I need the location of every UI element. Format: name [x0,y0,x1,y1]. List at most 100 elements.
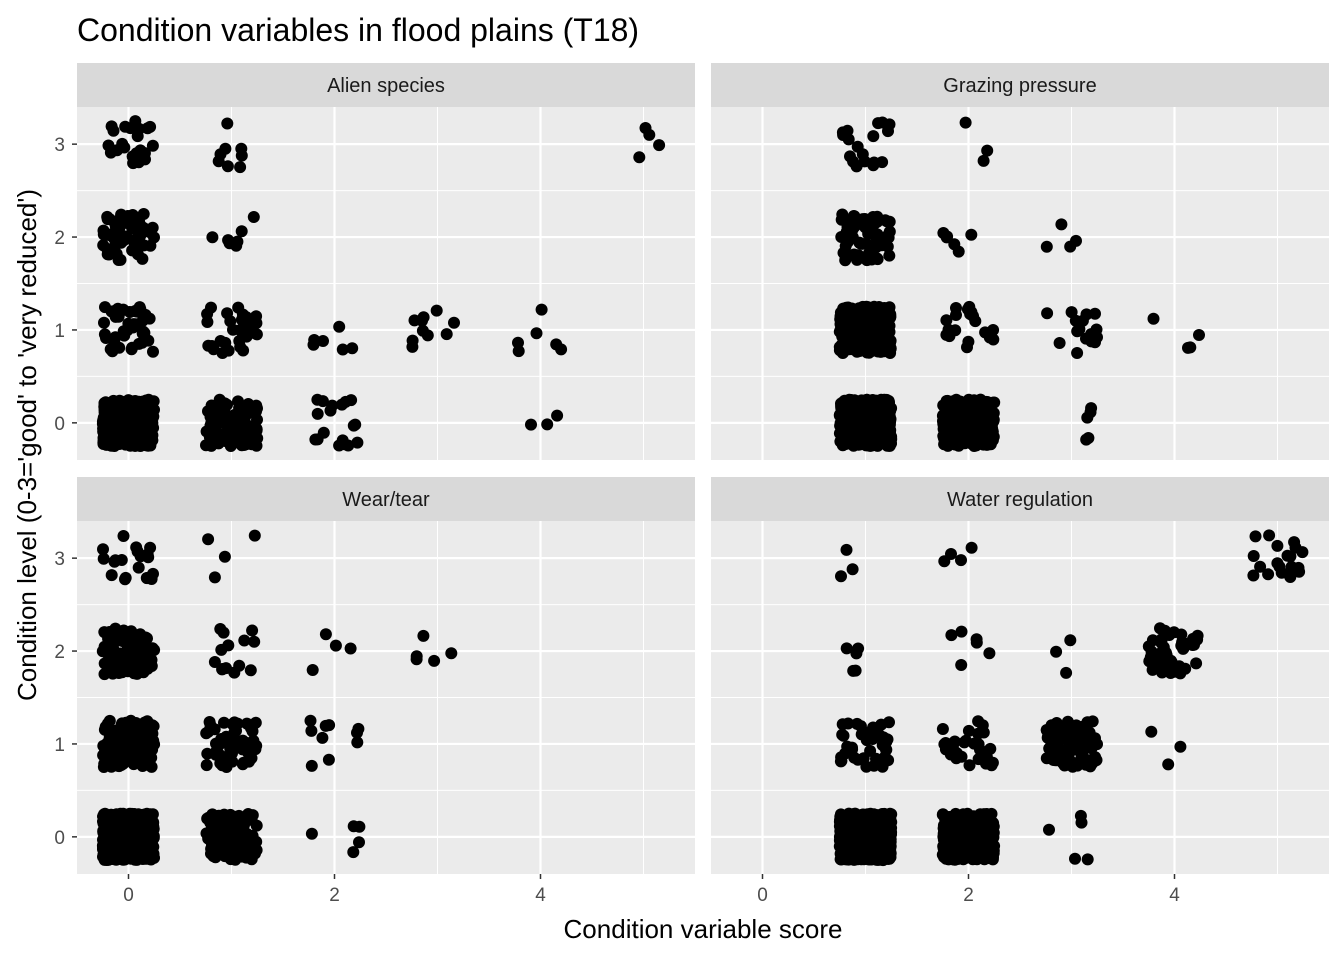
data-point [352,722,365,735]
data-point [121,824,134,837]
data-point [877,731,890,744]
data-point [1154,622,1166,635]
data-point [1060,666,1073,679]
data-point [347,820,360,833]
data-point [99,396,112,409]
data-point [988,396,1001,409]
data-point [98,809,111,821]
data-point [111,229,124,242]
data-point [128,739,141,752]
data-point [200,727,213,740]
data-point [834,840,847,853]
facet-label: Alien species [327,75,445,97]
points-layer [96,115,666,452]
data-point [218,550,231,563]
data-point [245,438,258,451]
data-point [845,409,858,422]
data-point [147,345,159,358]
facet-strip [77,63,695,107]
data-point [867,159,880,172]
x-tick-label: 4 [535,885,546,906]
data-point [219,336,232,349]
data-point [983,850,996,863]
data-point [1175,628,1188,641]
data-point [978,433,991,446]
data-point [202,533,215,546]
data-point [221,117,234,130]
data-point [837,820,850,833]
data-point [959,116,972,129]
x-tick-label: 2 [329,885,340,906]
data-point [977,154,990,167]
facet-label: Grazing pressure [943,75,1096,97]
data-point [948,735,961,748]
data-point [837,729,850,742]
data-point [239,850,252,863]
data-point [1293,565,1306,578]
data-point [1145,725,1158,738]
data-point [875,820,887,832]
data-point [351,736,364,749]
data-point [143,852,156,865]
data-point [849,664,862,677]
data-point [232,301,245,314]
data-point [1061,758,1074,771]
data-point [1177,642,1190,655]
data-point [1089,751,1102,764]
data-point [205,821,218,834]
data-point [144,120,157,133]
data-point [955,659,968,671]
data-point [945,745,958,758]
data-point [840,342,853,354]
data-point [962,724,975,737]
data-point [304,714,317,727]
data-point [1263,529,1276,542]
data-point [214,148,227,161]
data-point [972,399,985,412]
data-point [848,220,861,233]
data-point [98,316,110,329]
data-point [653,139,666,152]
data-point [97,543,109,556]
data-point [1284,571,1297,583]
data-point [854,853,867,866]
data-point [643,128,656,141]
data-point [856,148,869,161]
data-point [965,228,978,241]
data-point [428,654,441,667]
data-point [126,209,139,221]
data-point [981,144,994,157]
data-point [883,340,896,353]
data-point [102,722,115,735]
data-point [417,629,430,642]
data-point [101,213,114,226]
data-point [1262,568,1275,581]
chart-title: Condition variables in flood plains (T18… [77,12,639,48]
data-point [215,428,228,441]
data-point [550,338,563,351]
data-point [859,329,872,341]
data-point [226,718,239,731]
data-point [1163,660,1176,673]
data-point [346,342,359,355]
data-point [228,422,240,435]
data-point [982,414,995,427]
data-point [207,832,220,845]
data-point [1056,747,1069,760]
data-point [965,541,978,554]
data-point [1271,539,1284,552]
data-point [551,409,564,422]
data-point [885,822,898,834]
data-point [220,662,232,675]
data-point [1191,633,1204,646]
data-point [952,821,964,834]
data-point [849,818,862,831]
y-tick-label: 3 [54,549,65,570]
data-point [250,819,263,832]
x-tick-label: 0 [123,885,134,906]
y-tick-label: 3 [54,135,65,156]
data-point [247,211,260,223]
data-point [877,846,890,859]
data-point [448,316,460,329]
data-point [1284,550,1297,563]
